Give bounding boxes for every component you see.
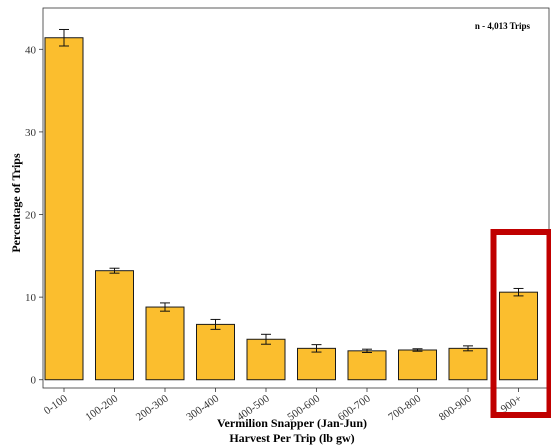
x-tick-label: 0-100 <box>42 392 70 417</box>
y-tick-label: 40 <box>25 44 37 56</box>
highlight-box <box>490 229 551 418</box>
error-bars-group <box>59 28 524 353</box>
error-bar <box>160 302 170 312</box>
x-tick-label: 200-300 <box>134 392 171 423</box>
bar-800-900 <box>448 347 488 381</box>
bar-500-600 <box>297 347 336 381</box>
y-tick-label: 30 <box>25 127 37 139</box>
error-bar <box>412 348 423 352</box>
x-tick-label: 100-200 <box>83 392 120 423</box>
bar-300-400 <box>196 323 235 381</box>
x-axis-title-line2: Harvest Per Trip (lb gw) <box>229 431 354 445</box>
bar-200-300 <box>145 306 185 381</box>
error-bar <box>261 333 271 345</box>
error-bar <box>311 344 322 353</box>
y-tick-label: 20 <box>25 210 37 222</box>
error-bar <box>210 318 221 330</box>
bar-0-100 <box>44 37 84 381</box>
y-axis: 0 10 20 30 40 <box>25 44 43 387</box>
bars-group <box>44 37 538 381</box>
bar-400-500 <box>246 338 286 381</box>
error-bar <box>109 267 120 274</box>
x-tick-label: 700-800 <box>386 392 423 423</box>
bar-700-800 <box>398 349 437 381</box>
error-bar <box>513 287 524 297</box>
error-bar <box>59 28 69 47</box>
bar-100-200 <box>95 270 134 381</box>
sample-size-annotation: n - 4,013 Trips <box>475 21 531 31</box>
y-axis-title: Percentage of Trips <box>9 153 23 253</box>
x-axis-title-line1: Vermilion Snapper (Jan-Jun) <box>217 416 367 430</box>
y-tick-label: 0 <box>31 375 37 387</box>
error-bar <box>362 348 372 353</box>
bar-900+ <box>499 291 538 381</box>
y-tick-label: 10 <box>25 292 37 304</box>
error-bar <box>463 345 473 352</box>
bar-600-700 <box>347 350 387 381</box>
x-tick-label: 800-900 <box>437 392 474 423</box>
